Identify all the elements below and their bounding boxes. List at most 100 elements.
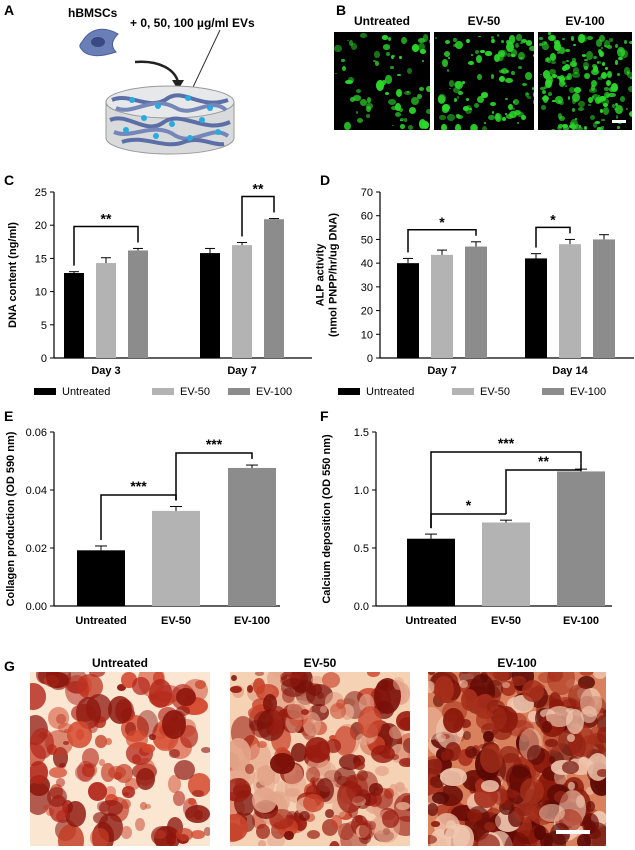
fluorescence-image-ev50 — [434, 32, 534, 130]
stained-cell — [422, 60, 425, 62]
scaffold-icon — [105, 85, 235, 155]
stained-cell — [627, 85, 632, 92]
mineral-nodule — [431, 791, 449, 804]
mineral-nodule — [174, 760, 196, 780]
mineral-nodule — [63, 741, 70, 746]
mineral-nodule — [502, 682, 511, 688]
stained-cell — [386, 51, 390, 57]
mineral-nodule — [350, 784, 363, 794]
stained-cell — [392, 124, 395, 127]
mineral-nodule — [345, 774, 368, 803]
y-tick-label: 60 — [361, 211, 373, 223]
stained-cell — [585, 50, 593, 61]
mineral-nodule — [331, 814, 342, 829]
stained-cell — [418, 42, 425, 52]
stained-cell — [348, 39, 354, 46]
stained-cell — [341, 58, 345, 63]
stained-cell — [473, 102, 479, 108]
stained-cell — [429, 125, 430, 130]
stained-cell — [589, 88, 597, 93]
stained-cell — [465, 38, 471, 43]
stained-cell — [514, 110, 522, 116]
y-axis-label: Collagen production (OD 590 nm) — [5, 431, 17, 606]
mineral-nodule — [396, 710, 410, 731]
mineral-nodule — [392, 677, 405, 690]
stained-cell — [629, 110, 632, 117]
stained-cell — [603, 40, 611, 48]
mineral-nodule — [141, 744, 156, 754]
stained-cell — [438, 94, 446, 104]
mineral-nodule — [244, 763, 254, 775]
bar-ev-50-day-3 — [96, 263, 116, 358]
y-tick-label: 20 — [361, 306, 373, 318]
stained-cell — [542, 42, 549, 51]
stained-cell — [526, 96, 532, 100]
mineral-nodule — [98, 758, 106, 767]
stained-cell — [448, 80, 454, 87]
stained-cell — [483, 121, 486, 125]
stained-cell — [543, 69, 551, 79]
stained-cell — [559, 100, 564, 105]
stained-cell — [513, 98, 520, 105]
significance-label: * — [439, 214, 445, 230]
mineral-nodule — [161, 710, 186, 739]
stained-cell — [597, 77, 600, 80]
stained-cell — [519, 41, 523, 45]
stained-cell — [453, 37, 457, 42]
mineral-nodule — [255, 823, 270, 840]
stained-cell — [470, 124, 478, 130]
mineral-nodule — [521, 755, 530, 763]
stained-cell — [612, 104, 616, 108]
stained-cell — [372, 59, 376, 63]
mineral-nodule — [518, 727, 532, 742]
stained-cell — [441, 123, 447, 130]
stained-cell — [464, 105, 472, 115]
x-tick-label: Day 7 — [427, 365, 456, 377]
mineral-nodule — [319, 705, 328, 714]
stained-cell — [520, 39, 528, 44]
stained-cell — [477, 74, 482, 81]
stained-cell — [603, 103, 609, 108]
mineral-nodule — [428, 803, 438, 817]
mineral-nodule — [30, 761, 49, 784]
stained-cell — [334, 44, 342, 52]
stained-cell — [561, 82, 566, 86]
stained-cell — [442, 59, 449, 67]
stained-cell — [447, 69, 450, 73]
arrowhead-icon — [172, 80, 184, 90]
stained-cell — [581, 53, 586, 57]
mineral-nodule — [505, 789, 519, 798]
stained-cell — [539, 37, 544, 40]
stained-cell — [587, 96, 593, 104]
mineral-nodule — [258, 840, 266, 846]
stained-cell — [411, 44, 420, 52]
mineral-nodule — [203, 827, 210, 836]
x-tick-label: EV-100 — [563, 615, 599, 627]
stained-cell — [597, 95, 601, 97]
stained-cell — [602, 106, 609, 115]
stained-cell — [525, 40, 533, 47]
panel-letter-f: F — [320, 408, 329, 424]
scale-bar — [612, 120, 626, 123]
mineral-nodule — [428, 706, 445, 740]
stained-cell — [604, 44, 608, 47]
stained-cell — [455, 124, 462, 130]
mineral-nodule — [330, 702, 346, 719]
chart-alp-activity: 0 10 20 30 40 50 60 70 ALP activity (nmol PNPP/hr… — [316, 187, 634, 398]
mineral-nodule — [284, 672, 305, 679]
mineral-nodule — [596, 769, 606, 777]
stained-cell — [504, 98, 508, 101]
stained-cell — [533, 91, 534, 98]
mineral-nodule — [300, 708, 310, 716]
stained-cell — [562, 65, 567, 72]
stained-cell — [474, 50, 479, 55]
y-axis-label: Calcium deposition (OD 550 nm) — [321, 434, 333, 604]
stained-cell — [542, 95, 549, 102]
stained-cell — [595, 120, 601, 125]
stained-cell — [509, 110, 518, 119]
stained-cell — [406, 67, 412, 74]
panel-letter-e: E — [4, 408, 14, 424]
mineral-nodule — [554, 791, 568, 804]
stained-cell — [574, 118, 578, 121]
stained-cell — [614, 43, 619, 48]
